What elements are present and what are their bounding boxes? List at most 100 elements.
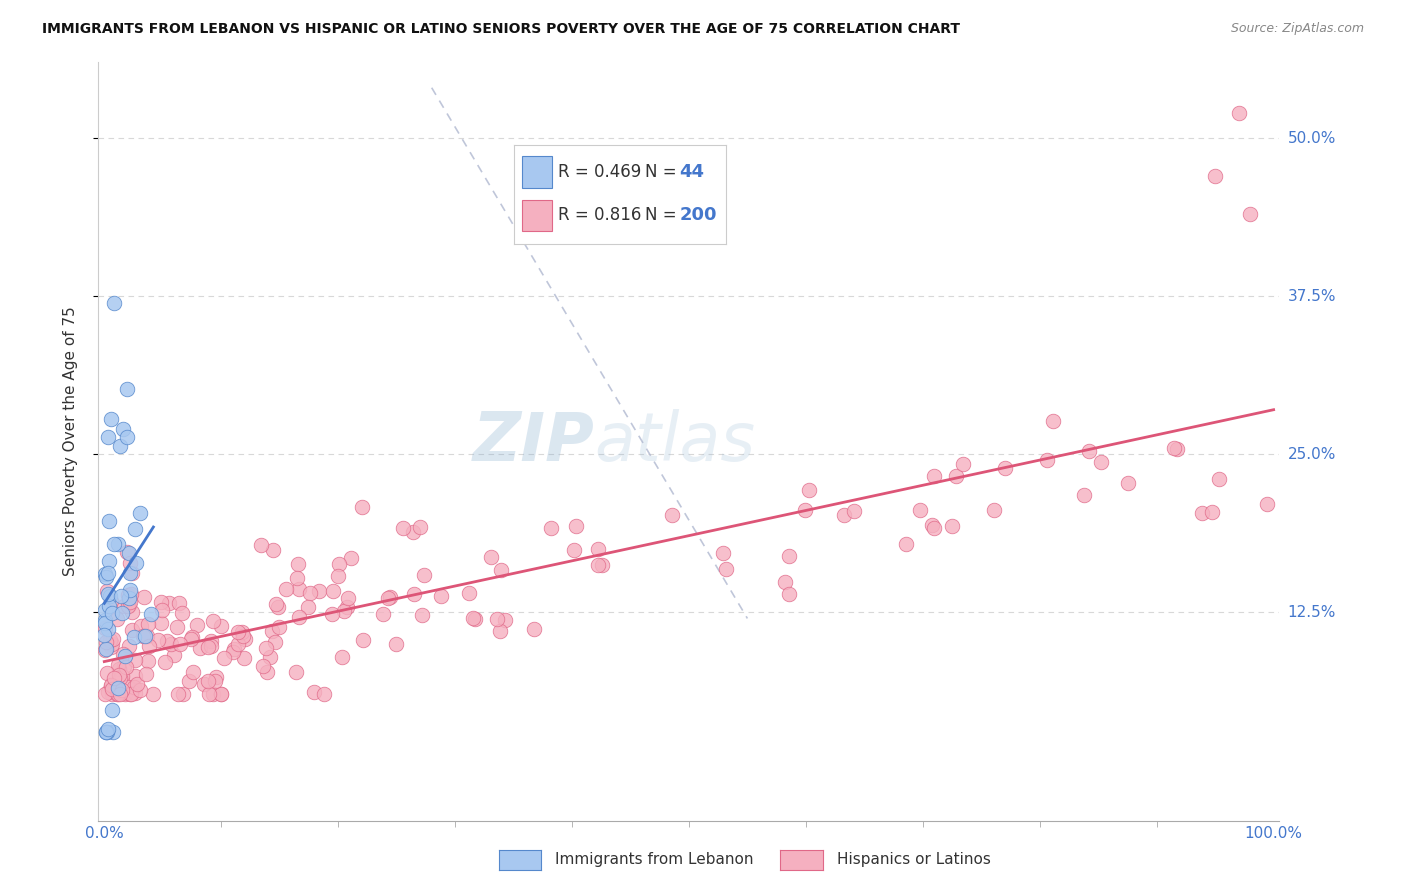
Text: 200: 200 — [679, 205, 717, 224]
Point — [714, 562, 737, 576]
Point — [256, 665, 278, 680]
Point — [922, 469, 945, 483]
Point — [377, 591, 399, 606]
Point — [842, 504, 865, 518]
Point — [94, 687, 117, 701]
Point — [945, 468, 967, 483]
Point — [259, 649, 281, 664]
Point — [392, 521, 415, 535]
Point — [100, 412, 122, 426]
Point — [201, 614, 224, 628]
Point — [302, 685, 325, 699]
Point — [308, 584, 330, 599]
Point — [96, 641, 118, 656]
Point — [120, 687, 142, 701]
Text: R = 0.469: R = 0.469 — [558, 162, 641, 181]
Point — [94, 635, 117, 649]
Point — [267, 620, 290, 634]
Point — [98, 632, 121, 647]
Point — [111, 647, 134, 661]
Point — [413, 568, 436, 582]
Point — [352, 500, 374, 514]
Point — [118, 546, 141, 560]
Point — [778, 587, 800, 601]
Point — [352, 632, 374, 647]
Point — [232, 629, 254, 643]
Point — [262, 624, 284, 639]
Point — [254, 640, 277, 655]
Point — [198, 687, 221, 701]
Point — [264, 597, 287, 611]
Point — [118, 640, 141, 654]
Point — [94, 615, 117, 630]
Point — [125, 556, 148, 570]
Point — [93, 613, 115, 627]
Point — [1042, 414, 1064, 428]
Point — [285, 571, 308, 585]
Point — [139, 607, 162, 621]
Point — [1201, 505, 1223, 519]
Point — [193, 677, 215, 691]
Point — [122, 630, 145, 644]
Point — [155, 655, 177, 669]
Text: ZIP: ZIP — [472, 409, 595, 475]
Point — [111, 669, 134, 683]
Point — [97, 587, 120, 601]
Point — [134, 628, 156, 642]
Point — [384, 637, 406, 651]
Point — [138, 640, 160, 654]
Point — [378, 591, 401, 605]
Point — [330, 649, 353, 664]
Point — [263, 635, 285, 649]
Point — [202, 687, 225, 701]
Point — [209, 687, 232, 701]
Point — [1239, 207, 1261, 221]
Point — [1116, 475, 1139, 490]
Text: Immigrants from Lebanon: Immigrants from Lebanon — [555, 853, 754, 867]
Point — [565, 518, 588, 533]
Point — [1191, 506, 1213, 520]
Point — [494, 613, 516, 627]
Point — [136, 654, 159, 668]
Text: Hispanics or Latinos: Hispanics or Latinos — [837, 853, 990, 867]
Point — [773, 575, 796, 590]
Point — [402, 525, 425, 540]
Point — [107, 668, 129, 682]
Point — [588, 558, 610, 572]
Point — [1090, 455, 1112, 469]
Point — [284, 665, 307, 680]
Point — [97, 554, 120, 568]
Point — [93, 628, 115, 642]
Text: atlas: atlas — [595, 409, 755, 475]
Point — [124, 686, 146, 700]
Point — [180, 632, 202, 646]
Point — [778, 549, 800, 563]
Point — [711, 546, 734, 560]
Point — [115, 429, 138, 443]
Point — [336, 591, 359, 606]
Point — [160, 637, 183, 651]
Point — [93, 603, 115, 617]
Point — [262, 542, 284, 557]
Point — [267, 599, 290, 614]
Point — [1077, 444, 1099, 458]
Point — [120, 587, 142, 601]
Point — [197, 640, 219, 654]
Point — [121, 623, 143, 637]
Point — [1208, 472, 1230, 486]
Point — [108, 439, 131, 453]
Point — [129, 683, 152, 698]
Point — [1073, 487, 1095, 501]
Point — [96, 584, 118, 599]
Point — [896, 537, 918, 551]
Point — [250, 538, 273, 552]
Point — [146, 632, 169, 647]
Point — [226, 625, 249, 640]
Text: 12.5%: 12.5% — [1288, 605, 1336, 620]
Point — [1256, 497, 1278, 511]
Point — [97, 599, 120, 614]
Point — [117, 588, 139, 602]
Point — [336, 600, 359, 615]
Point — [994, 461, 1017, 475]
Point — [588, 541, 610, 556]
